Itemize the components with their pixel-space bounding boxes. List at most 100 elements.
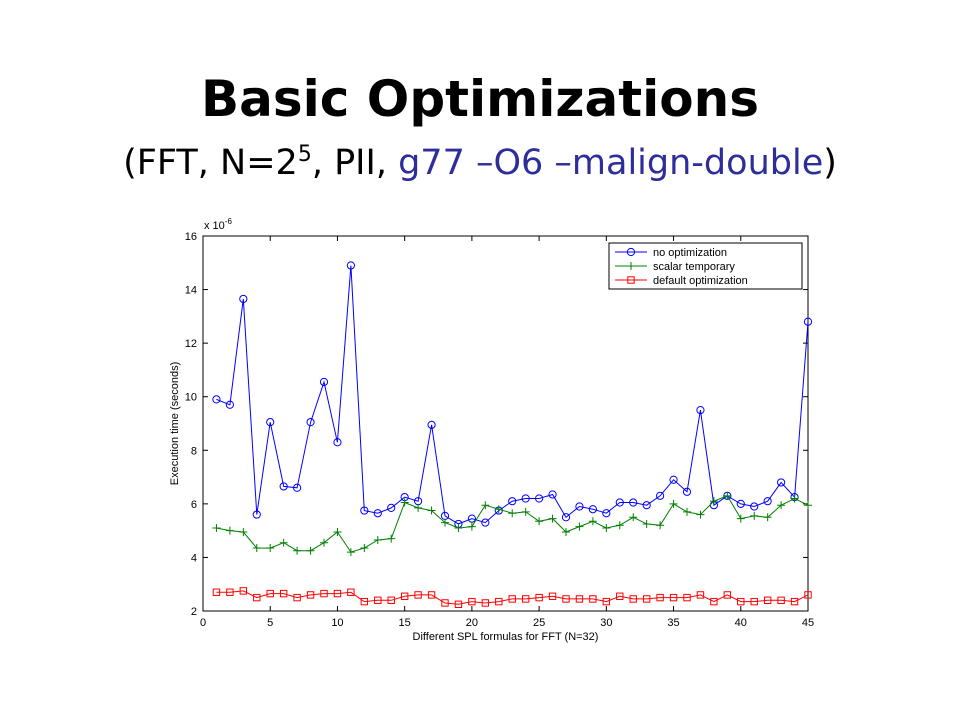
data-point-no-optimization [750,502,759,511]
series-default-optimization [212,587,812,609]
data-point-default-optimization [669,593,678,602]
data-point-scalar-temporary [279,538,288,547]
data-point-default-optimization [562,595,570,603]
data-point-default-optimization [790,597,799,606]
data-point-scalar-temporary [588,517,597,526]
x-axis-label: Different SPL formulas for FFT (N=32) [413,631,599,643]
data-point-scalar-temporary [750,511,759,520]
data-point-no-optimization [763,497,772,506]
data-point-default-optimization [279,589,288,598]
data-point-scalar-temporary [306,546,315,555]
data-point-default-optimization [226,588,234,596]
data-point-default-optimization [495,597,503,606]
data-point-no-optimization [333,438,342,447]
data-point-scalar-temporary [521,507,530,516]
data-point-scalar-temporary [508,509,517,518]
data-point-no-optimization [736,499,745,508]
x-tick-label: 35 [667,617,679,629]
slide-subtitle: (FFT, N=25, PII, g77 –O6 –malign-double) [0,140,960,186]
data-point-no-optimization [427,420,436,429]
data-point-default-optimization [548,592,557,600]
subtitle-prefix: (FFT, N=2 [123,143,298,183]
y-tick-label: 12 [185,338,197,350]
data-point-no-optimization [306,418,315,427]
data-point-scalar-temporary [656,521,665,530]
legend-label-no-optimization: no optimization [653,247,727,259]
data-point-default-optimization [629,595,637,603]
data-point-default-optimization [602,597,611,606]
data-point-scalar-temporary [481,501,490,510]
data-point-default-optimization [414,591,422,599]
plot-frame [202,235,809,612]
data-point-default-optimization [750,597,758,606]
y-multiplier-label: x 10-6 [204,217,232,232]
series-no-optimization [212,261,813,529]
data-point-no-optimization [575,502,584,511]
data-point-scalar-temporary [252,544,261,553]
data-point-no-optimization [642,501,651,510]
data-point-scalar-temporary [293,546,302,555]
data-point-no-optimization [803,317,813,326]
data-point-no-optimization [387,503,396,512]
data-point-no-optimization [481,518,490,527]
data-point-no-optimization [521,494,530,503]
y-multiplier-exponent: -6 [225,217,233,226]
data-point-no-optimization [266,418,275,427]
x-tick-label: 45 [802,617,814,629]
data-point-scalar-temporary [763,513,772,522]
subtitle-suffix: ) [823,143,837,183]
data-point-default-optimization [481,599,490,607]
data-point-scalar-temporary [562,527,570,536]
y-tick-label: 16 [185,231,197,243]
data-point-no-optimization [239,294,248,304]
data-point-default-optimization [535,593,543,602]
data-point-default-optimization [360,597,369,606]
data-point-default-optimization [737,597,745,606]
x-tick-label: 15 [399,617,411,629]
data-point-scalar-temporary [346,548,355,557]
x-tick-label: 0 [200,617,206,629]
subtitle-middle: , PII, [311,143,399,183]
data-point-no-optimization [682,487,692,496]
data-point-no-optimization [629,498,638,507]
data-point-scalar-temporary [414,503,423,512]
data-point-scalar-temporary [535,517,544,526]
data-point-default-optimization [347,588,355,596]
data-point-scalar-temporary [777,501,786,510]
subtitle-exponent: 5 [297,142,312,167]
data-point-no-optimization [669,475,678,484]
data-point-default-optimization [616,592,624,600]
data-point-default-optimization [333,589,342,598]
data-point-scalar-temporary [602,523,611,532]
series-line-default-optimization [216,590,809,605]
data-point-default-optimization [468,597,476,606]
data-point-no-optimization [696,406,705,415]
data-point-default-optimization [642,595,651,603]
x-tick-label: 10 [331,617,343,629]
subtitle-compiler-flags: g77 –O6 –malign-double [398,143,824,183]
data-point-default-optimization [521,595,530,603]
data-point-no-optimization [561,513,571,522]
data-point-default-optimization [696,591,705,599]
slide-title: Basic Optimizations [201,70,759,128]
data-point-scalar-temporary [427,506,436,515]
data-point-scalar-temporary [373,536,382,545]
data-point-no-optimization [548,490,557,499]
data-point-no-optimization [467,514,476,523]
data-point-scalar-temporary [709,497,718,506]
data-point-default-optimization [441,599,449,607]
data-point-no-optimization [279,482,288,491]
data-point-no-optimization [373,509,382,518]
data-point-no-optimization [225,400,234,409]
data-point-scalar-temporary [629,513,638,522]
data-point-no-optimization [508,497,517,506]
y-tick-label: 4 [191,552,197,564]
data-point-default-optimization [427,591,436,599]
data-point-scalar-temporary [441,518,449,527]
data-point-scalar-temporary [239,527,248,536]
data-point-default-optimization [266,589,274,598]
y-tick-label: 6 [191,499,197,511]
data-point-default-optimization [239,587,248,595]
data-point-scalar-temporary [225,526,234,535]
